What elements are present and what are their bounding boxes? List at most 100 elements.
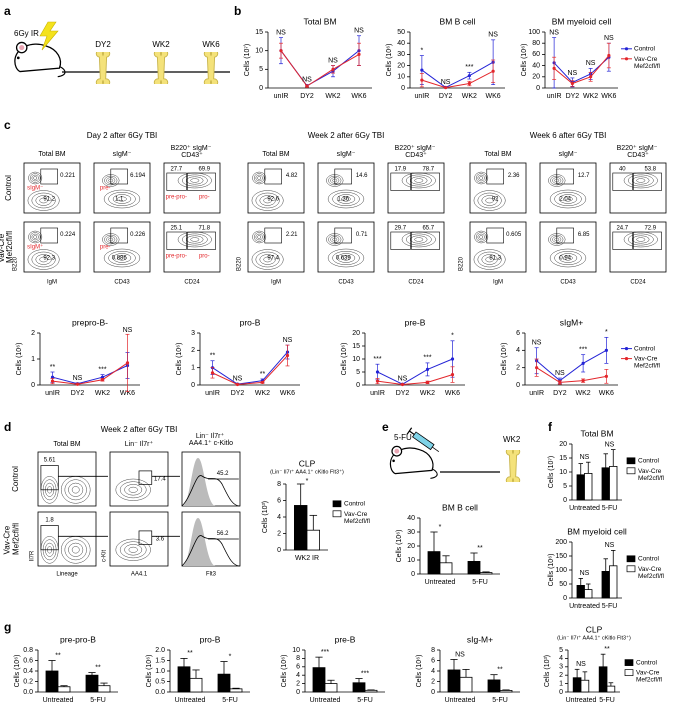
contour [252,230,267,244]
flow-plot [37,451,97,507]
gate [411,172,440,191]
x-tick-label: Untreated [43,697,74,704]
contour [253,232,265,242]
flow-plot [37,511,97,567]
y-tick-label: 15 [255,29,263,36]
axis-label: IgM [493,280,503,286]
contour [68,542,84,557]
y-tick-label: 20 [532,74,540,81]
gate [110,227,128,244]
gate [486,227,504,244]
x-tick-label: WK6 [120,390,135,397]
contour [259,195,276,206]
text-line: AA4.1⁺ c-Kitlo [189,439,233,447]
gate-percentage: 6.85 [578,232,590,238]
x-tick-label: DY2 [396,390,410,397]
x-tick-label: 5-FU [357,697,373,704]
series-line [553,56,610,84]
timepoint-label: WK2 [152,40,170,49]
contour [474,230,489,244]
legend-label: Vav-Cre Mef2cfl/fl [636,669,663,683]
significance-label: * [229,653,232,660]
y-tick-label: 8 [277,481,281,488]
y-axis-label: Cells (10⁷) [244,44,251,76]
legend-label: Control [638,556,660,563]
y-tick-label: 0 [296,689,300,696]
y-tick-label: 0 [431,689,435,696]
panel-letter: f [548,420,553,434]
series-line [52,365,128,385]
y-tick-label: 6 [516,330,520,337]
y-axis-label: Cells (10⁶) [396,530,403,563]
gate-percentage: 53.8 [644,167,656,173]
gate-percentage: 0.224 [60,232,76,238]
text-line: Mef2cfl/fl [634,63,661,70]
contour [124,544,143,556]
axis-label: B220 [237,256,243,271]
legend-swatch [626,457,636,465]
contour [473,190,506,211]
y-tick-label: 0 [31,382,35,389]
y-tick-label: 5 [559,647,563,654]
x-tick-label: 5-FU [599,697,615,704]
gate-percentage: 0.94 [559,256,571,262]
gate-percentage: 56.2 [217,531,229,537]
point [100,378,105,382]
histogram-line [181,535,241,567]
x-tick-label: 5-FU [602,603,618,610]
panel-letter: g [4,620,11,634]
contour [28,171,43,185]
legend-swatch [626,565,636,573]
legend-swatch [626,467,636,475]
flow-plot [609,162,667,214]
gate [334,227,352,244]
contour [71,486,80,494]
axis-label: CD24 [630,280,646,286]
x-tick-label: Untreated [175,697,206,704]
point [235,382,240,387]
y-tick-label: 0.5 [155,678,165,685]
chart-title: prepro-B- [72,317,108,327]
gate [40,525,59,551]
significance-label: NS [580,454,590,461]
contour [554,192,582,206]
contour [31,233,39,241]
panel-letter: e [382,420,389,434]
y-tick-label: 4 [559,655,563,662]
y-tick-label: 0 [563,595,567,602]
gate-percentage: 69.9 [198,167,210,173]
contour [627,233,654,246]
significance-label: * [451,333,454,340]
flow-plot [539,162,597,214]
text-line: CD43⁺ [181,151,203,159]
chart-title: BM myeloid cell [552,16,612,26]
y-axis-label: Cells (10⁶) [521,44,528,77]
chart-title: Total BM [303,16,336,26]
y-tick-label: 80 [532,40,540,47]
y-tick-label: 0 [559,689,563,696]
contour [336,253,356,263]
significance-label: NS [605,441,615,448]
y-tick-label: 20 [352,330,360,337]
gate-percentage: 45.2 [217,471,229,477]
legend-label: Vav-Cre Mef2cfl/fl [634,355,661,369]
contour [475,173,487,183]
panel-letter: d [4,420,11,434]
point [444,86,448,90]
contour [117,255,127,261]
contour [485,256,494,263]
x-tick-label: unIR [274,93,289,100]
contour [405,174,432,187]
gate [138,470,153,485]
bar [487,679,501,693]
contour [124,484,143,496]
flow-plot [317,162,375,214]
significance-label: * [421,47,424,54]
point [570,81,574,86]
y-tick-label: 0 [356,382,360,389]
contour [252,171,267,185]
row-label: Vav-Cre Mef2cfl/fl [3,523,21,555]
y-tick-label: 20 [559,441,567,448]
y-axis-label: Cells (10⁶) [341,343,348,376]
series-line [536,367,607,383]
